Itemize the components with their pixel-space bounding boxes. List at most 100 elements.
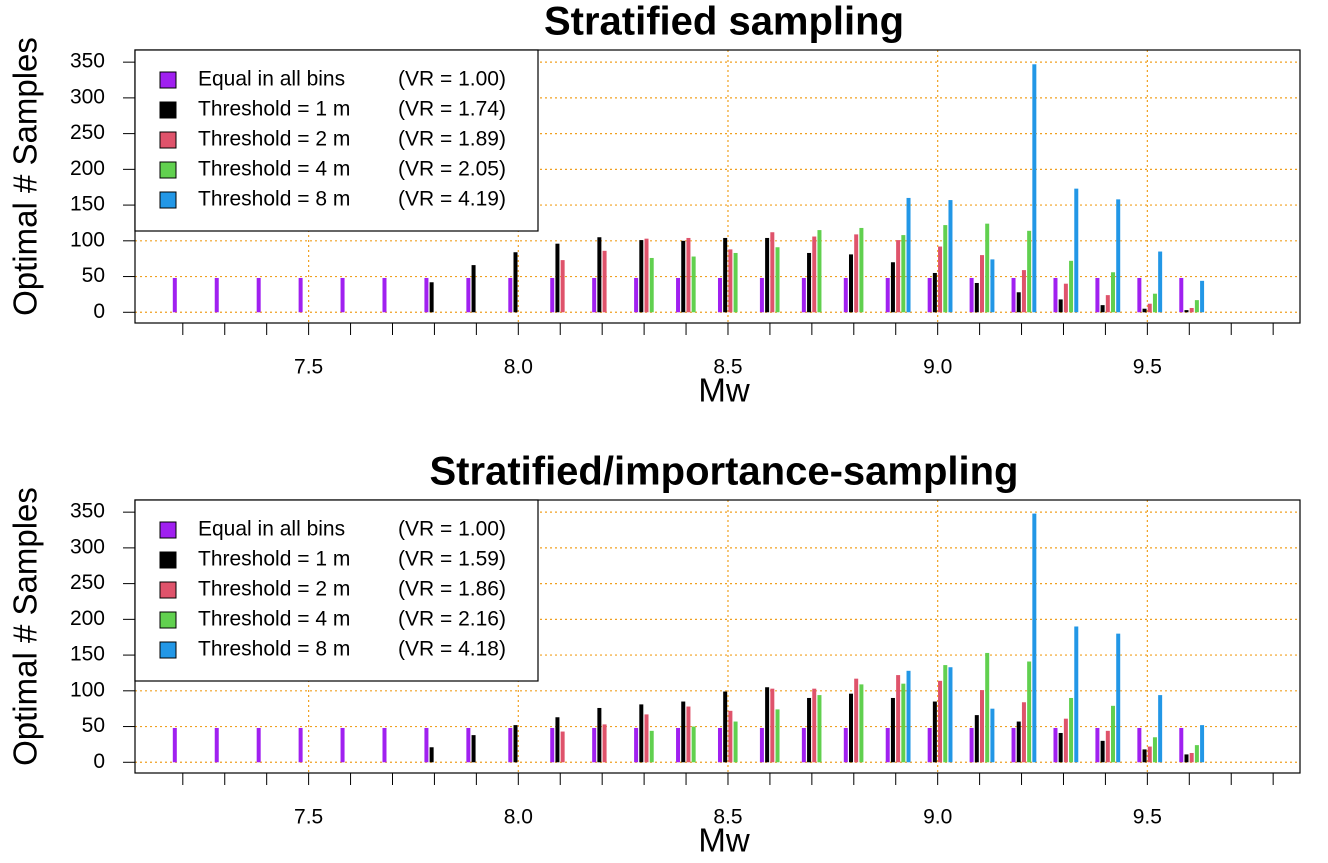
y-tick-label: 200	[70, 157, 105, 180]
y-axis-label: Optimal # Samples	[7, 487, 44, 766]
bar	[801, 727, 806, 763]
bar	[717, 727, 722, 763]
bar	[948, 667, 953, 763]
bar	[1179, 727, 1184, 763]
bar	[728, 710, 733, 763]
legend-label: Threshold = 8 m	[198, 638, 350, 661]
bar	[980, 255, 985, 313]
x-tick-label: 8.0	[504, 806, 533, 829]
bar	[649, 730, 654, 763]
bar	[1016, 292, 1021, 313]
legend-label: Threshold = 1 m	[198, 98, 350, 121]
bar	[1032, 513, 1037, 763]
bar	[1016, 721, 1021, 763]
legend-note: (VR = 1.00)	[398, 518, 506, 541]
y-tick-label: 50	[82, 264, 105, 287]
bar	[770, 232, 775, 313]
bar	[1194, 745, 1199, 763]
bar	[1074, 188, 1079, 313]
bar	[843, 727, 848, 763]
bar	[686, 237, 691, 313]
y-axis-label: Optimal # Samples	[7, 37, 44, 316]
legend-label: Equal in all bins	[198, 518, 345, 541]
bar	[1032, 64, 1037, 313]
bar	[932, 272, 937, 313]
legend-note: (VR = 4.19)	[398, 188, 506, 211]
bar	[765, 687, 770, 763]
x-tick-label: 9.0	[923, 356, 952, 379]
bar	[770, 688, 775, 763]
bar	[1105, 730, 1110, 763]
bar	[560, 731, 565, 763]
bar	[938, 246, 943, 313]
bar	[644, 238, 649, 313]
legend-note: (VR = 2.05)	[398, 158, 506, 181]
bar	[686, 706, 691, 763]
bar	[932, 701, 937, 763]
legend-swatch	[159, 71, 177, 89]
bar	[990, 708, 995, 763]
bar	[340, 277, 345, 313]
bar	[1184, 754, 1189, 763]
bar	[172, 277, 177, 313]
bar	[896, 240, 901, 313]
bar	[1063, 283, 1068, 313]
y-tick-label: 0	[93, 300, 105, 323]
bar	[859, 684, 864, 763]
bar	[1179, 277, 1184, 313]
bar	[429, 747, 434, 763]
bar	[948, 200, 953, 313]
legend-swatch	[159, 581, 177, 599]
bar	[859, 227, 864, 313]
bar	[429, 282, 434, 313]
bar	[807, 252, 812, 313]
bar	[681, 240, 686, 313]
legend-swatch	[159, 521, 177, 539]
bar	[717, 277, 722, 313]
legend: Equal in all bins (VR = 1.00) Threshold = …	[134, 49, 539, 232]
bar	[639, 240, 644, 313]
bar	[471, 735, 476, 763]
legend-note: (VR = 2.16)	[398, 608, 506, 631]
bar	[733, 252, 738, 313]
legend-note: (VR = 4.18)	[398, 638, 506, 661]
legend-swatch	[159, 131, 177, 149]
bar	[885, 727, 890, 763]
bar	[1095, 727, 1100, 763]
bar	[765, 237, 770, 313]
legend-label: Equal in all bins	[198, 68, 345, 91]
bar	[256, 277, 261, 313]
bar	[1069, 260, 1074, 313]
bar	[676, 727, 681, 763]
y-tick-label: 150	[70, 193, 105, 216]
y-tick-label: 100	[70, 228, 105, 251]
bar	[775, 247, 780, 313]
bar	[817, 230, 822, 313]
bar	[471, 265, 476, 313]
bar	[602, 724, 607, 763]
legend: Equal in all bins (VR = 1.00) Threshold = …	[134, 499, 539, 682]
bar	[728, 249, 733, 313]
legend-swatch	[159, 641, 177, 659]
bar	[812, 236, 817, 313]
y-tick-label: 200	[70, 607, 105, 630]
bar	[901, 683, 906, 763]
bar	[555, 243, 560, 313]
bar	[1116, 633, 1121, 763]
bar	[298, 727, 303, 763]
y-tick-label: 150	[70, 643, 105, 666]
bar	[691, 256, 696, 313]
bar	[592, 277, 597, 313]
bar	[1152, 293, 1157, 313]
bar	[807, 697, 812, 763]
bar	[974, 715, 979, 763]
bar	[854, 678, 859, 763]
bar	[508, 727, 513, 763]
bar	[466, 727, 471, 763]
bar	[885, 277, 890, 313]
bar	[1200, 280, 1205, 313]
bar	[1105, 295, 1110, 313]
bar	[550, 727, 555, 763]
bar	[1158, 695, 1163, 763]
bar	[1158, 251, 1163, 313]
